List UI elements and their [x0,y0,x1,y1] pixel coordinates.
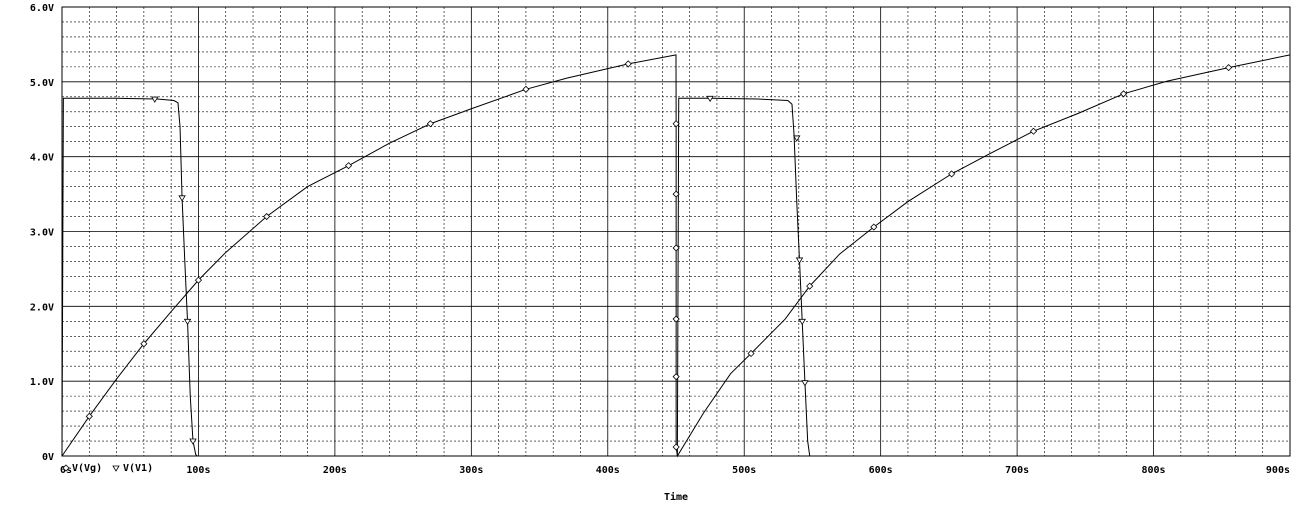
y-tick-label: 2.0V [30,302,54,313]
data-point-vg [672,315,680,323]
x-tick-label: 600s [869,465,893,476]
y-tick-label: 4.0V [30,153,54,164]
legend-label-v1: V(V1) [123,463,153,474]
legend-label-vg: V(Vg) [72,463,102,474]
series-line-v1 [61,97,811,457]
data-point-vg [948,170,956,178]
data-point-vg [806,282,814,290]
series-line-vg [61,54,1291,458]
x-tick-label: 800s [1142,465,1166,476]
data-point-v1 [795,257,804,264]
triangle-down-marker-icon [112,465,120,472]
y-tick-label: 3.0V [30,228,54,239]
data-point-vg [672,190,680,198]
data-point-vg [672,373,680,381]
x-tick-label: 900s [1266,465,1290,476]
data-point-v1 [178,195,186,202]
data-point-vg [426,120,434,128]
data-point-v1 [798,318,806,326]
data-point-vg [624,60,632,68]
legend-item-vg: V(Vg) [62,463,102,474]
data-point-vg [870,223,878,231]
data-point-v1 [151,96,159,103]
y-tick-label: 6.0V [30,3,54,14]
data-point-vg [522,85,530,93]
y-tick-label: 5.0V [30,78,54,89]
x-tick-label: 500s [732,465,756,476]
x-tick-label: 400s [596,465,620,476]
data-point-v1 [801,380,809,387]
y-tick-label: 1.0V [30,377,54,388]
data-point-v1 [183,318,192,326]
data-point-vg [140,340,148,348]
trace-markers [85,60,1233,451]
data-point-vg [1119,90,1128,98]
data-point-vg [85,412,93,420]
data-point-vg [672,443,680,451]
x-tick-label: 200s [323,465,347,476]
axis-ticks: 0s100s200s300s400s500s600s700s800s900s0V… [30,3,1290,476]
data-point-vg [1225,64,1233,72]
y-tick-label: 0V [42,452,54,463]
x-axis-label: Time [664,491,688,503]
data-point-v1 [189,438,197,445]
data-point-vg [672,120,680,128]
data-point-vg [747,349,755,358]
data-point-vg [194,276,203,284]
plot-frame [61,6,1291,457]
data-point-vg [344,162,353,170]
data-point-v1 [793,135,801,142]
x-tick-label: 100s [186,465,210,476]
data-point-vg [1029,127,1038,135]
diamond-marker-icon [62,464,70,472]
legend: V(Vg) V(V1) [62,463,153,474]
x-tick-label: 700s [1005,465,1029,476]
x-tick-label: 300s [459,465,483,476]
data-point-vg [263,212,271,221]
data-point-v1 [706,95,714,103]
data-point-vg [672,244,680,252]
legend-item-v1: V(V1) [112,463,153,474]
